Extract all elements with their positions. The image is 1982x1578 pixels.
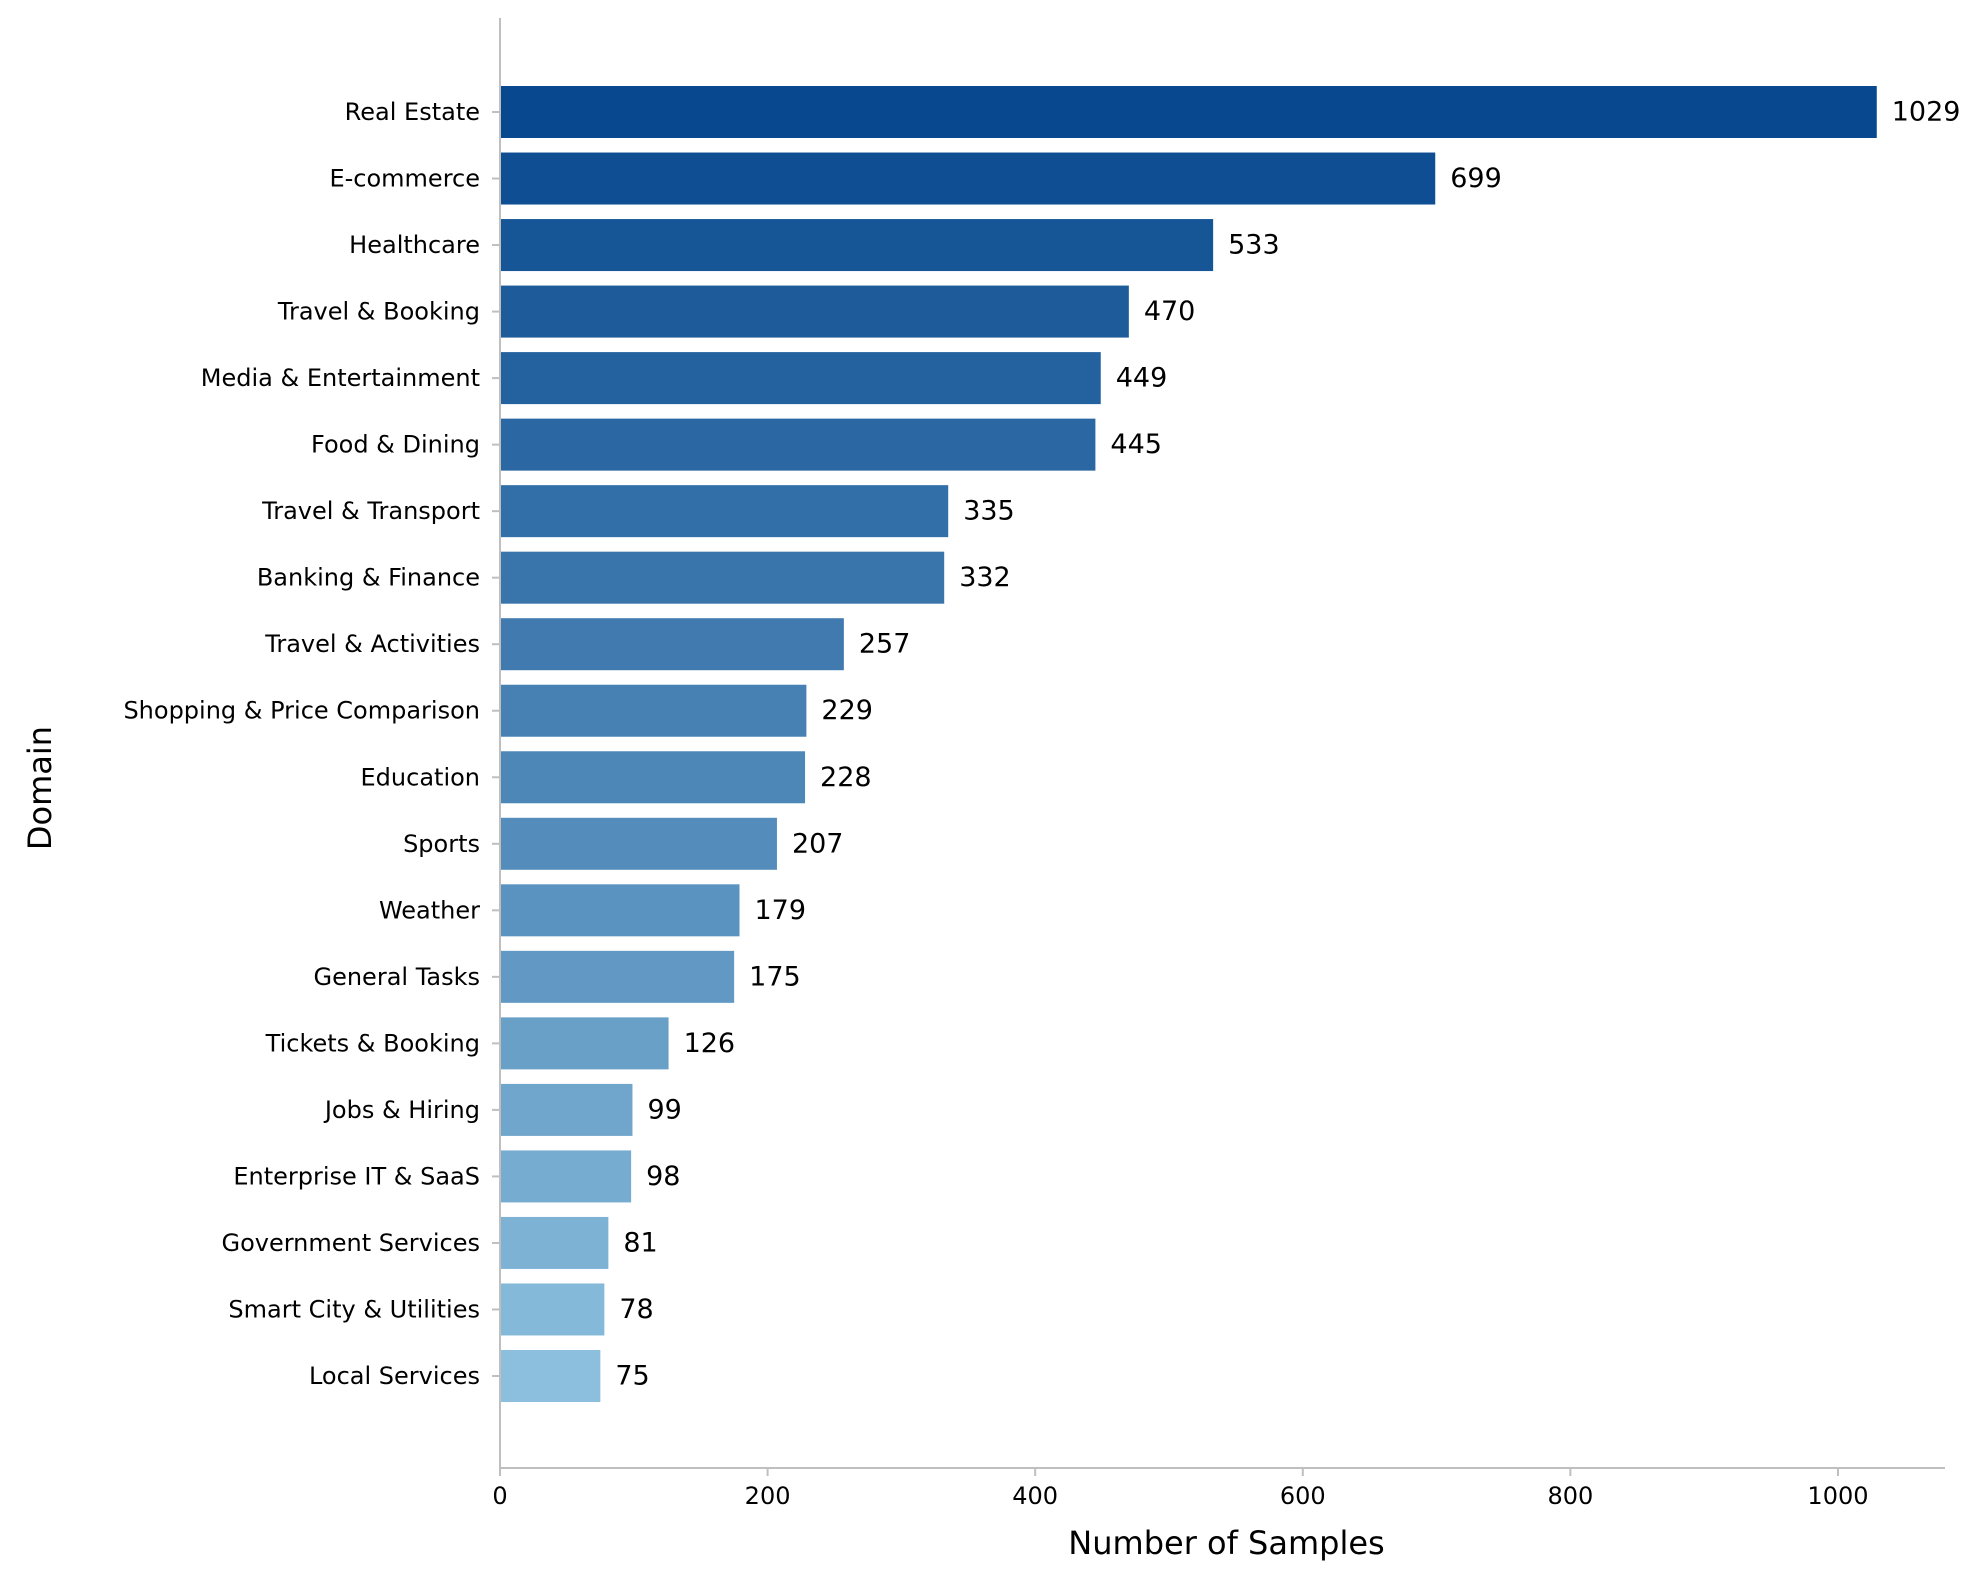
category-labels: Real Estate E-commerce Healthcare Travel & … [123,98,500,1390]
category-label: Local Services [309,1362,480,1390]
y-axis-title: Domain [21,726,59,850]
x-tick-label: 800 [1547,1482,1593,1510]
bar [500,352,1101,405]
bar-value-label: 470 [1144,296,1196,327]
bar-value-label: 126 [684,1028,736,1059]
category-label: Government Services [221,1229,480,1257]
bar [500,618,844,671]
bar [500,1017,669,1070]
bar-value-label: 75 [615,1361,649,1392]
category-label: Smart City & Utilities [228,1295,480,1323]
bar-value-label: 449 [1116,363,1168,394]
bar-value-label: 175 [749,961,801,992]
x-axis-title: Number of Samples [1068,1524,1384,1562]
bar [500,751,806,804]
category-label: Jobs & Hiring [323,1096,480,1124]
bar-value-label: 533 [1228,230,1280,261]
category-label: Food & Dining [311,431,480,459]
bar [500,1283,605,1336]
bar-value-label: 335 [963,496,1015,527]
category-label: Media & Entertainment [201,364,480,392]
bar-value-label: 445 [1110,429,1162,460]
bar-value-label: 98 [646,1161,680,1192]
bar [500,884,740,937]
bar [500,950,735,1003]
category-label: Sports [403,830,480,858]
category-label: Travel & Booking [277,298,480,326]
x-axis-ticks: 0 200 400 600 800 1000 [492,1468,1869,1510]
bar-value-label: 228 [820,762,872,793]
category-label: Healthcare [349,231,480,259]
bar [500,86,1877,138]
category-label: Shopping & Price Comparison [123,697,480,725]
bar [500,551,945,604]
bar-value-label: 78 [619,1294,653,1325]
category-label: Weather [379,896,480,924]
category-label: Real Estate [345,98,480,126]
category-label: General Tasks [313,963,480,991]
category-label: Education [361,763,480,791]
bar-value-label: 1029 [1892,97,1961,128]
bar [500,684,807,737]
bar [500,1350,601,1402]
bar-value-label: 332 [959,562,1011,593]
bar-value-label: 179 [754,895,806,926]
bar [500,1216,609,1269]
bar [500,485,949,538]
category-label: Enterprise IT & SaaS [233,1162,480,1190]
x-tick-label: 0 [492,1482,507,1510]
bar [500,817,777,870]
bar-value-label: 99 [647,1094,681,1125]
bar-value-label: 81 [623,1227,657,1258]
x-tick-label: 1000 [1807,1482,1868,1510]
bar [500,285,1129,338]
category-label: Banking & Finance [257,564,480,592]
bar [500,1083,633,1136]
x-tick-label: 200 [745,1482,791,1510]
bars-group: 1029 699 533 470 449 445 335 332 257 229 228 207 179… [500,86,1960,1402]
category-label: Travel & Transport [261,497,480,525]
x-tick-label: 600 [1280,1482,1326,1510]
x-tick-label: 400 [1012,1482,1058,1510]
bar-value-label: 699 [1450,163,1502,194]
bar-value-label: 257 [859,629,911,660]
bar [500,219,1214,272]
category-label: Tickets & Booking [265,1029,480,1057]
bar [500,152,1436,205]
category-label: Travel & Activities [264,630,480,658]
bar [500,1150,632,1203]
bar-value-label: 229 [821,695,873,726]
bar [500,418,1096,471]
bar-value-label: 207 [792,828,844,859]
category-label: E-commerce [329,165,480,193]
